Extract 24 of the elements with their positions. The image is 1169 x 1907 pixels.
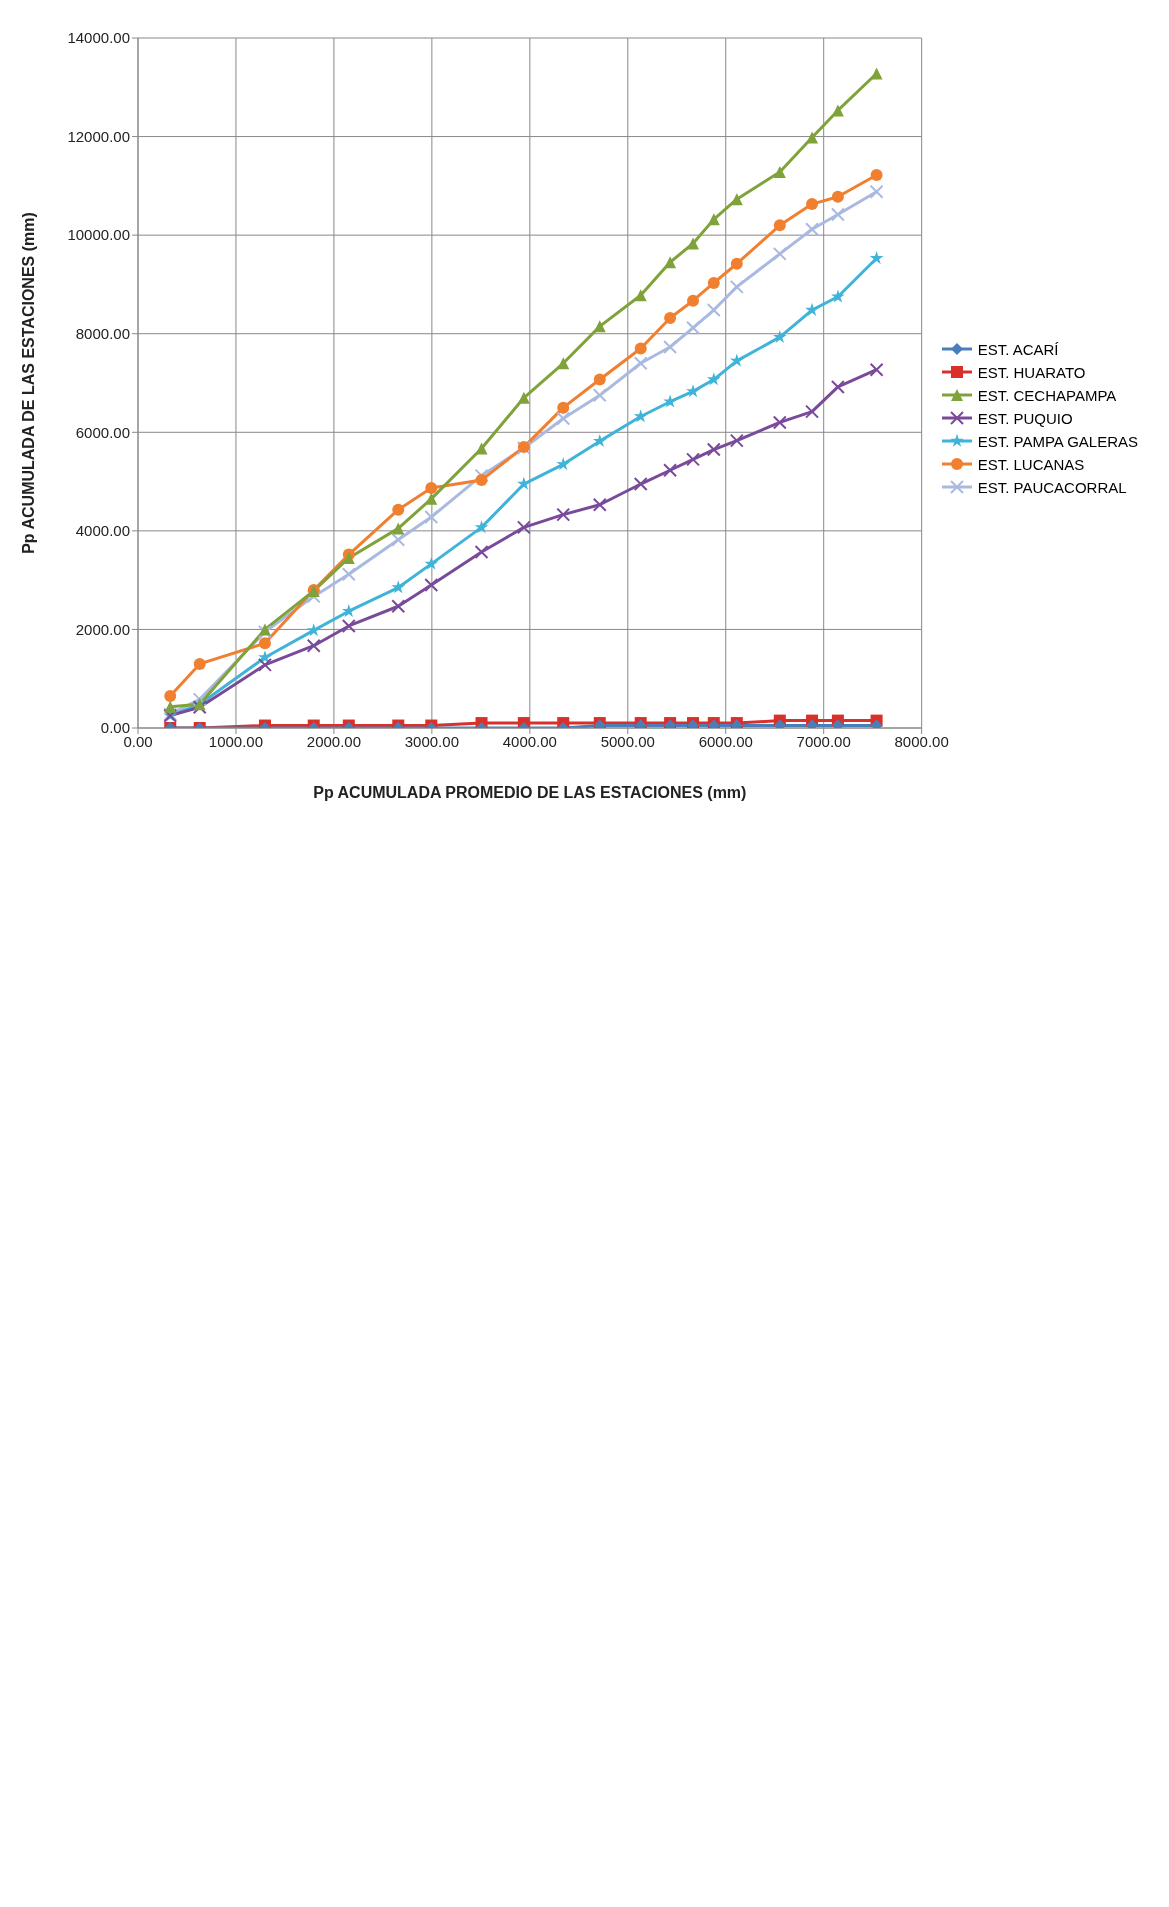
legend-label: EST. CECHAPAMPA	[977, 386, 1117, 404]
y-tick-label: 14000.00	[67, 29, 130, 47]
x-tick-label: 7000.00	[796, 732, 851, 750]
x-tick-label: 3000.00	[404, 732, 459, 750]
y-tick-label: 10000.00	[67, 226, 130, 244]
legend-label: EST. PAMPA GALERAS	[977, 432, 1138, 450]
x-tick-label: 2000.00	[306, 732, 362, 750]
legend-label: EST. ACARÍ	[977, 340, 1059, 358]
legend-label: EST. HUARATO	[977, 363, 1086, 381]
legend-label: EST. PAUCACORRAL	[977, 478, 1127, 496]
legend-label: EST. PUQUIO	[977, 409, 1073, 427]
y-axis-title: Pp ACUMULADA DE LAS ESTACIONES (mm)	[19, 212, 37, 554]
legend-label: EST. LUCANAS	[977, 455, 1085, 473]
y-tick-label: 12000.00	[67, 127, 130, 145]
y-tick-label: 2000.00	[75, 620, 130, 638]
x-axis-title: Pp ACUMULADA PROMEDIO DE LAS ESTACIONES (mm)	[313, 784, 747, 801]
x-tick-label: 4000.00	[502, 732, 557, 750]
x-tick-label: 6000.00	[698, 732, 753, 750]
x-tick-label: 1000.00	[208, 732, 264, 750]
x-tick-label: 5000.00	[600, 732, 655, 750]
x-tick-label: 8000.00	[894, 732, 949, 750]
y-tick-label: 4000.00	[75, 522, 130, 540]
y-tick-label: 6000.00	[75, 423, 130, 441]
y-tick-label: 8000.00	[75, 325, 130, 343]
